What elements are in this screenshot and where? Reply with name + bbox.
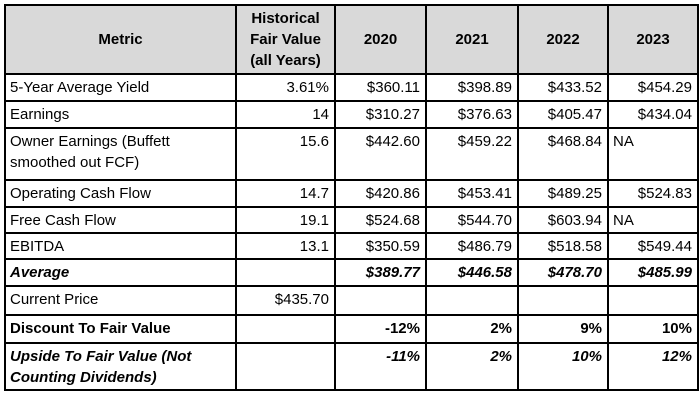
- table-row: Average $389.77 $446.58 $478.70 $485.99: [4, 258, 699, 287]
- metric-cell: Owner Earnings (Buffett smoothed out FCF…: [4, 127, 237, 181]
- value-cell-2022: $489.25: [517, 179, 609, 208]
- value-cell-2022: 10%: [517, 342, 609, 391]
- historical-fair-value-cell: 13.1: [235, 232, 336, 260]
- value-cell-2020: $420.86: [334, 179, 427, 208]
- table-row: 5-Year Average Yield 3.61% $360.11 $398.89 $…: [4, 73, 699, 102]
- value-cell-2023: $549.44: [607, 232, 699, 260]
- table-row: Upside To Fair Value (Not Counting Divid…: [4, 342, 699, 391]
- value-cell-2020: $442.60: [334, 127, 427, 181]
- column-header-year-2022: 2022: [517, 4, 609, 75]
- value-cell-2022: 9%: [517, 314, 609, 344]
- table-row: Discount To Fair Value -12% 2% 9% 10%: [4, 314, 699, 344]
- metric-cell: Free Cash Flow: [4, 206, 237, 234]
- value-cell-2023: $524.83: [607, 179, 699, 208]
- fair-value-table-container: Metric Historical Fair Value (all Years)…: [4, 4, 699, 391]
- historical-fair-value-cell: [235, 342, 336, 391]
- metric-cell: Discount To Fair Value: [4, 314, 237, 344]
- column-header-historical-fair-value: Historical Fair Value (all Years): [235, 4, 336, 75]
- value-cell-2023: 12%: [607, 342, 699, 391]
- metric-cell: Upside To Fair Value (Not Counting Divid…: [4, 342, 237, 391]
- historical-fair-value-cell: 3.61%: [235, 73, 336, 102]
- header-row: Metric Historical Fair Value (all Years)…: [4, 4, 699, 75]
- fair-value-table: Metric Historical Fair Value (all Years)…: [4, 4, 699, 391]
- historical-fair-value-cell: 14.7: [235, 179, 336, 208]
- table-row: Free Cash Flow 19.1 $524.68 $544.70 $603.94 N…: [4, 206, 699, 234]
- historical-fair-value-cell: $435.70: [235, 285, 336, 316]
- metric-cell: Earnings: [4, 100, 237, 129]
- value-cell-2023: $454.29: [607, 73, 699, 102]
- historical-fair-value-cell: 19.1: [235, 206, 336, 234]
- value-cell-2020: $310.27: [334, 100, 427, 129]
- value-cell-2023: 10%: [607, 314, 699, 344]
- table-row: Earnings 14 $310.27 $376.63 $405.47 $434.04: [4, 100, 699, 129]
- metric-cell: Current Price: [4, 285, 237, 316]
- metric-cell: Operating Cash Flow: [4, 179, 237, 208]
- value-cell-2021: $446.58: [425, 258, 519, 287]
- value-cell-2021: $376.63: [425, 100, 519, 129]
- value-cell-2020: $524.68: [334, 206, 427, 234]
- value-cell-2023: [607, 285, 699, 316]
- value-cell-2020: $360.11: [334, 73, 427, 102]
- table-row: EBITDA 13.1 $350.59 $486.79 $518.58 $549.44: [4, 232, 699, 260]
- column-header-year-2023: 2023: [607, 4, 699, 75]
- value-cell-2021: 2%: [425, 342, 519, 391]
- column-header-year-2021: 2021: [425, 4, 519, 75]
- metric-cell: 5-Year Average Yield: [4, 73, 237, 102]
- value-cell-2021: [425, 285, 519, 316]
- value-cell-2022: [517, 285, 609, 316]
- value-cell-2022: $518.58: [517, 232, 609, 260]
- value-cell-2021: $459.22: [425, 127, 519, 181]
- value-cell-2023: $485.99: [607, 258, 699, 287]
- table-row: Operating Cash Flow 14.7 $420.86 $453.41 $48…: [4, 179, 699, 208]
- value-cell-2023: $434.04: [607, 100, 699, 129]
- value-cell-2021: $453.41: [425, 179, 519, 208]
- value-cell-2021: 2%: [425, 314, 519, 344]
- metric-cell: EBITDA: [4, 232, 237, 260]
- value-cell-2021: $544.70: [425, 206, 519, 234]
- value-cell-2020: [334, 285, 427, 316]
- value-cell-2020: -12%: [334, 314, 427, 344]
- value-cell-2023: NA: [607, 127, 699, 181]
- table-row: Owner Earnings (Buffett smoothed out FCF…: [4, 127, 699, 181]
- historical-fair-value-cell: [235, 258, 336, 287]
- value-cell-2021: $398.89: [425, 73, 519, 102]
- value-cell-2022: $603.94: [517, 206, 609, 234]
- column-header-year-2020: 2020: [334, 4, 427, 75]
- value-cell-2022: $405.47: [517, 100, 609, 129]
- historical-fair-value-cell: 14: [235, 100, 336, 129]
- value-cell-2022: $478.70: [517, 258, 609, 287]
- value-cell-2022: $468.84: [517, 127, 609, 181]
- value-cell-2023: NA: [607, 206, 699, 234]
- value-cell-2021: $486.79: [425, 232, 519, 260]
- historical-fair-value-cell: [235, 314, 336, 344]
- table-row: Current Price $435.70: [4, 285, 699, 316]
- historical-fair-value-cell: 15.6: [235, 127, 336, 181]
- value-cell-2020: $350.59: [334, 232, 427, 260]
- value-cell-2020: $389.77: [334, 258, 427, 287]
- value-cell-2022: $433.52: [517, 73, 609, 102]
- metric-cell: Average: [4, 258, 237, 287]
- value-cell-2020: -11%: [334, 342, 427, 391]
- column-header-metric: Metric: [4, 4, 237, 75]
